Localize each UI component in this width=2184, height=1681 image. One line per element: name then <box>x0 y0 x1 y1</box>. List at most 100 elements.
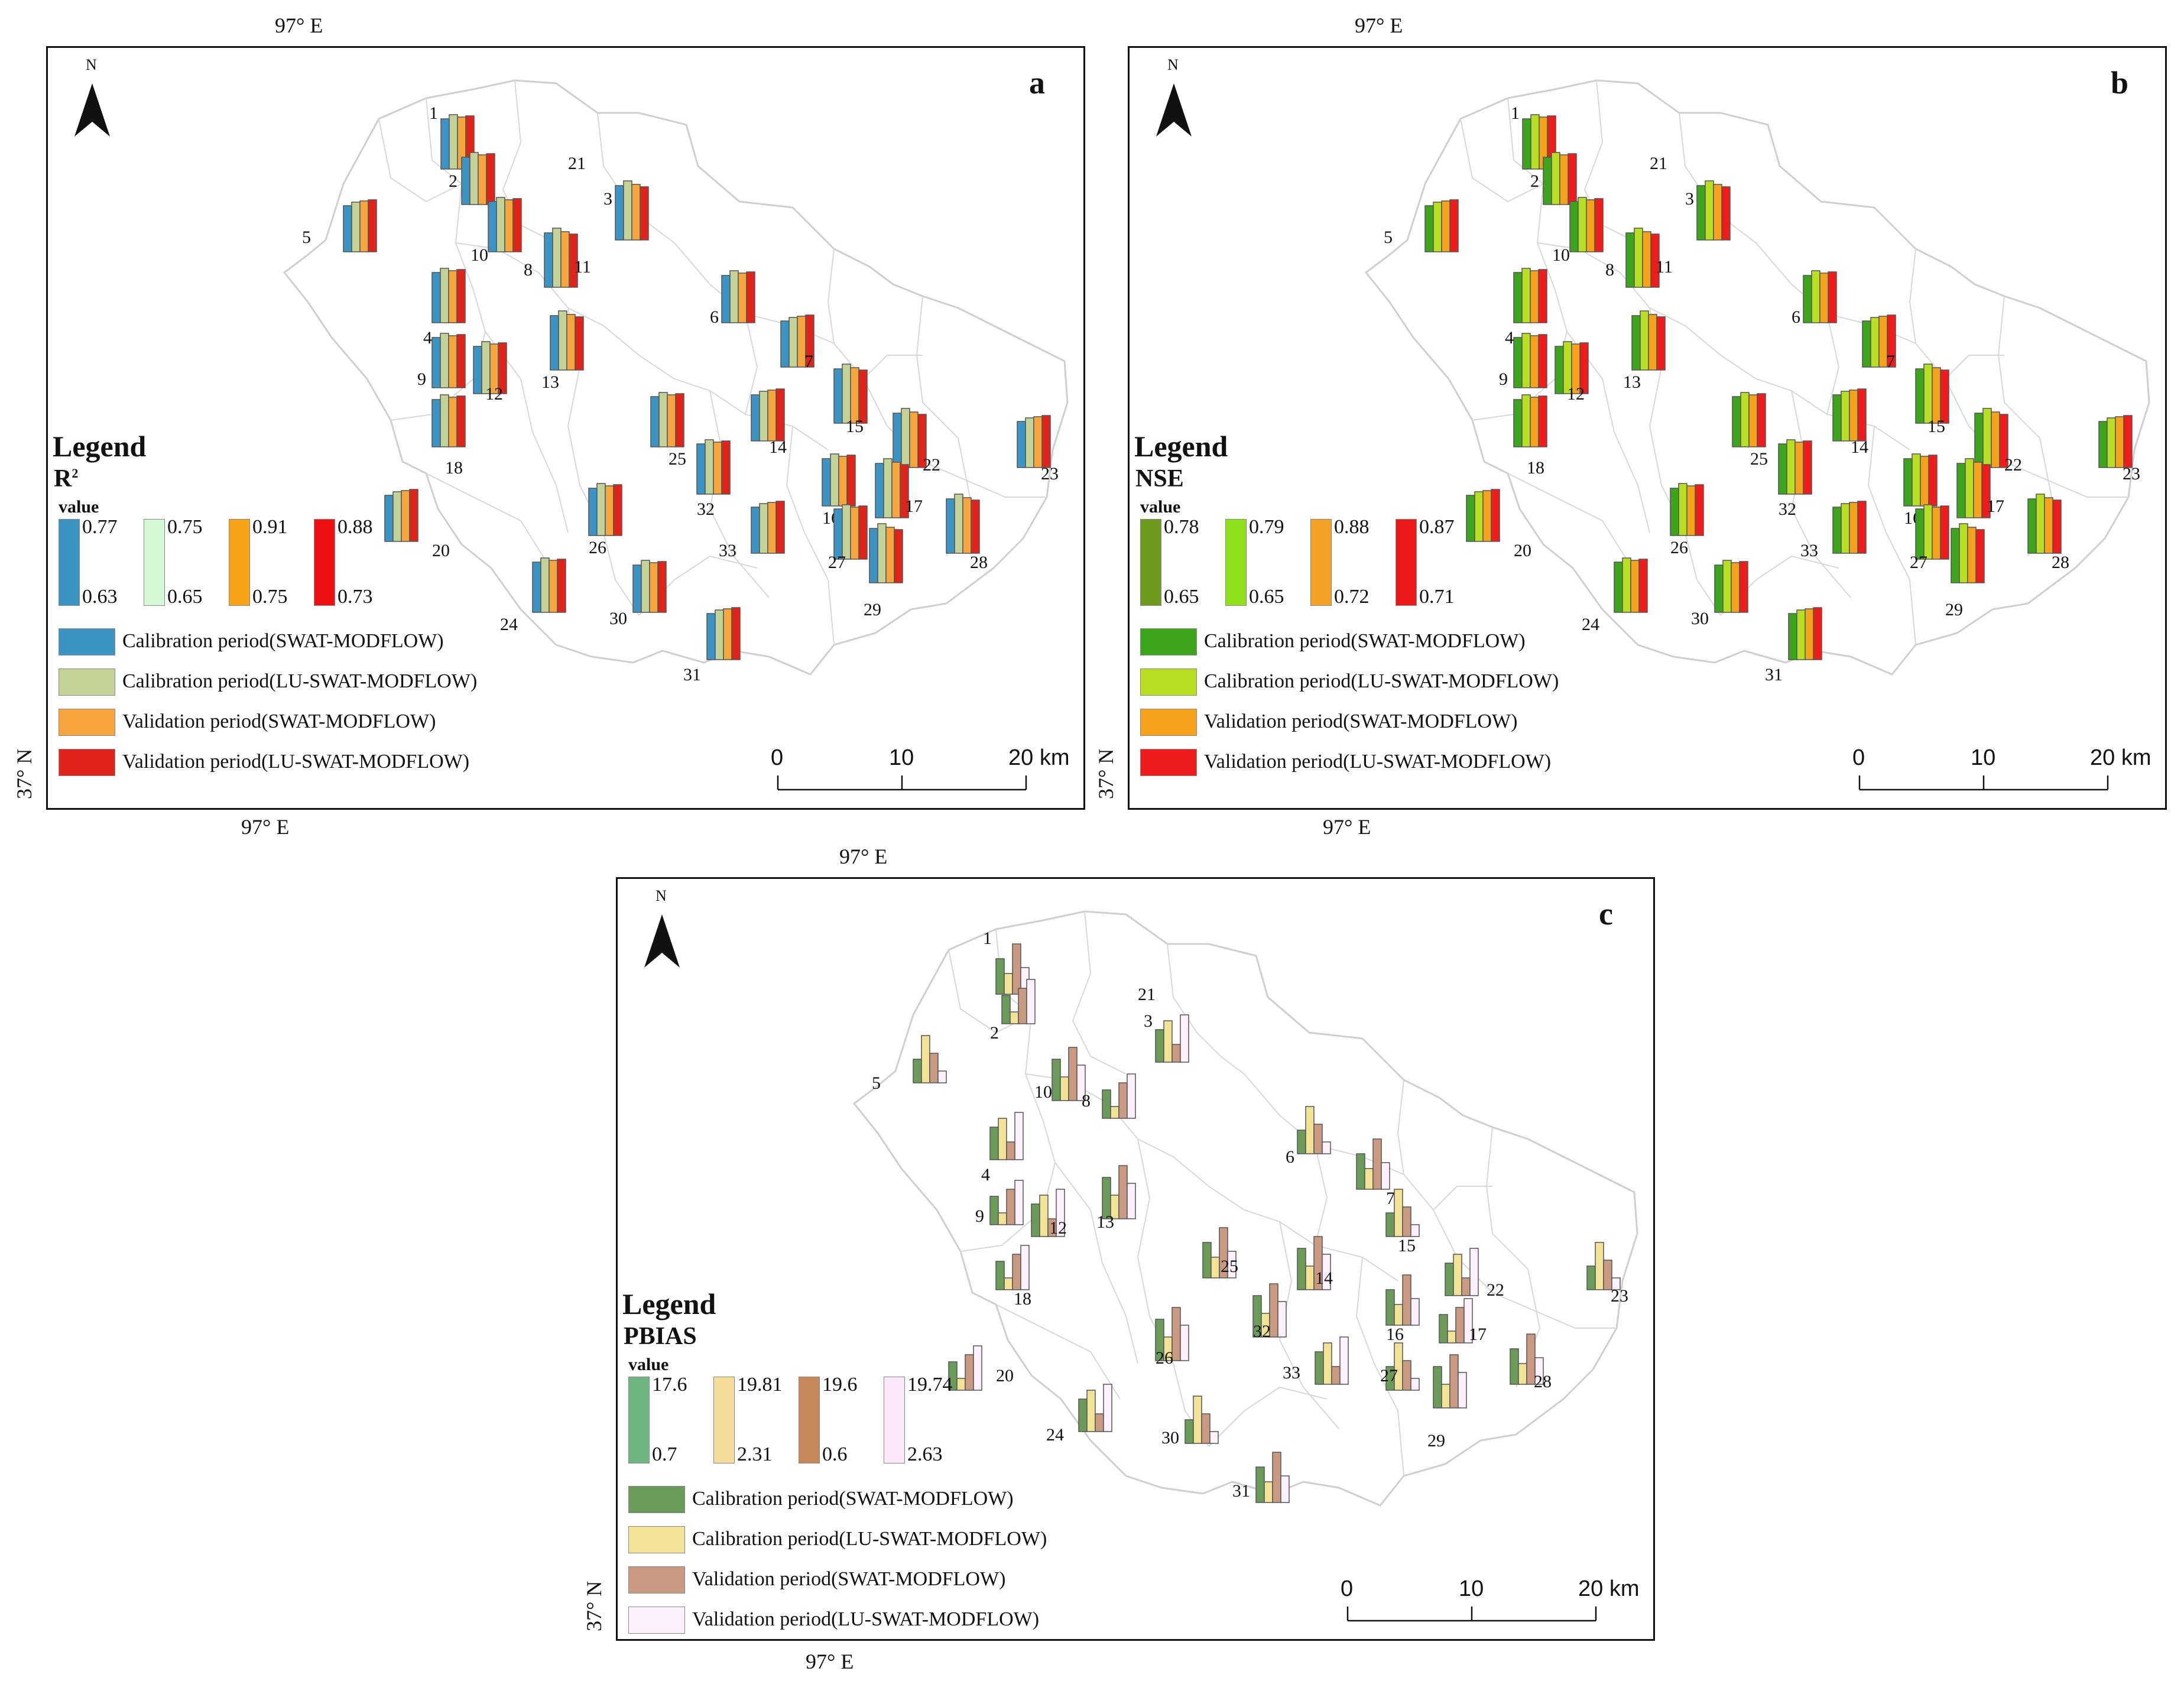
subbasin-bar-cluster-27 <box>833 504 868 560</box>
subbasin-3-bar-1 <box>1155 1029 1164 1063</box>
subbasin-6-bar-4 <box>1322 1141 1331 1154</box>
subbasin-bar-cluster-18 <box>995 1245 1030 1290</box>
subbasin-20-bar-4 <box>409 489 418 542</box>
subbasin-17-bar-1 <box>1956 463 1966 518</box>
subbasin-bar-cluster-14 <box>1297 1236 1331 1290</box>
subbasin-label: 1 <box>983 929 992 948</box>
subbasin-31-bar-4 <box>731 607 741 660</box>
legend-series-swatch-2 <box>1140 668 1197 696</box>
subbasin-18-bar-3 <box>448 397 457 447</box>
subbasin-5-bar-1 <box>913 1059 922 1083</box>
subbasin-2-bar-3 <box>478 154 487 205</box>
subbasin-label: 28 <box>1534 1372 1552 1391</box>
scale-bar-label-end: 20 km <box>1578 1576 1640 1601</box>
subbasin-bar-cluster-3 <box>1696 180 1731 241</box>
subbasin-3-bar-4 <box>1180 1014 1189 1063</box>
subbasin-label: 31 <box>1765 665 1783 684</box>
subbasin-29-bar-2 <box>1441 1384 1450 1409</box>
subbasin-28-bar-2 <box>2036 494 2045 554</box>
subbasin-28-bar-2 <box>1518 1363 1527 1385</box>
subbasin-bar-cluster-7 <box>780 314 814 368</box>
subbasin-6-bar-2 <box>729 270 739 323</box>
legend-series-label: Calibration period(LU-SWAT-MODFLOW) <box>692 1528 1047 1550</box>
subbasin-24-bar-3 <box>1095 1413 1104 1432</box>
legend-series-swatch-4 <box>628 1607 685 1634</box>
subbasin-boundary <box>1054 1162 1138 1364</box>
subbasin-27-bar-4 <box>1940 505 1949 560</box>
subbasin-label: 21 <box>1138 985 1156 1004</box>
panel-c-bottom-longitude: 97° E <box>806 1650 854 1673</box>
subbasin-label: 22 <box>2004 455 2022 475</box>
scale-bar-label-mid: 10 <box>1971 745 1996 770</box>
subbasin-28-bar-4 <box>971 499 980 554</box>
legend-series-swatch-3 <box>628 1566 685 1594</box>
subbasin-18-bar-3 <box>1012 1254 1021 1290</box>
subbasin-boundary <box>745 313 758 415</box>
subbasin-bar-cluster-8 <box>544 228 578 288</box>
subbasin-8-bar-1 <box>544 232 553 288</box>
legend-series-swatch-3 <box>1140 709 1197 736</box>
legend-ramp-min: 2.63 <box>907 1443 943 1465</box>
legend-series-label: Validation period(LU-SWAT-MODFLOW) <box>692 1608 1040 1630</box>
legend-series-swatch-4 <box>59 749 115 776</box>
legend-series-label: Calibration period(LU-SWAT-MODFLOW) <box>122 670 478 692</box>
subbasin-2-bar-3 <box>1559 154 1569 205</box>
subbasin-12-bar-4 <box>1056 1189 1065 1237</box>
legend-color-ramp-3 <box>1310 519 1332 606</box>
subbasin-15-bar-1 <box>1385 1212 1395 1237</box>
subbasin-15-bar-3 <box>1402 1206 1411 1237</box>
subbasin-label: 30 <box>1161 1428 1179 1448</box>
watershed-boundary <box>852 910 1638 1507</box>
subbasin-10-bar-4 <box>512 198 522 252</box>
subbasin-label: 13 <box>1096 1212 1114 1232</box>
subbasin-label: 24 <box>1046 1425 1064 1445</box>
legend-series-swatch-1 <box>59 628 115 655</box>
subbasin-7-bar-3 <box>1372 1138 1382 1190</box>
subbasin-bar-cluster-4 <box>989 1112 1024 1160</box>
subbasin-label: 21 <box>568 154 586 173</box>
subbasin-14-bar-1 <box>1297 1248 1306 1290</box>
subbasin-label: 25 <box>668 449 686 469</box>
subbasin-bar-cluster-31 <box>1788 607 1822 660</box>
subbasin-4-bar-2 <box>440 268 449 323</box>
subbasin-24-bar-3 <box>1630 560 1640 613</box>
subbasin-17-bar-2 <box>883 458 893 518</box>
subbasin-10-bar-2 <box>1060 1076 1069 1101</box>
subbasin-label: 30 <box>1691 609 1709 628</box>
subbasin-label: 20 <box>996 1366 1014 1385</box>
legend-ramp-min: 0.75 <box>252 586 288 608</box>
subbasin-boundary <box>916 296 959 439</box>
subbasin-27-bar-3 <box>850 507 859 560</box>
subbasin-32-bar-1 <box>696 443 706 495</box>
subbasin-31-bar-2 <box>1264 1481 1273 1503</box>
legend-ramp-max: 0.88 <box>1334 516 1370 538</box>
subbasin-5-bar-2 <box>1433 202 1442 252</box>
scale-bar-label-start: 0 <box>1852 745 1865 770</box>
subbasin-bar-cluster-6 <box>721 270 755 323</box>
legend-metric: PBIAS <box>624 1322 697 1351</box>
subbasin-33-bar-3 <box>1331 1366 1341 1385</box>
legend-metric-name: NSE <box>1135 465 1184 492</box>
subbasin-4-bar-2 <box>1521 268 1531 323</box>
subbasin-29-bar-3 <box>1967 527 1977 583</box>
subbasin-bar-cluster-15 <box>1915 364 1949 424</box>
legend-value-label: value <box>1140 497 1181 517</box>
subbasin-bar-cluster-2 <box>1001 979 1036 1024</box>
subbasin-boundary <box>1566 331 1650 533</box>
legend-color-ramp-4 <box>1396 519 1417 606</box>
subbasin-23-bar-1 <box>2098 421 2108 468</box>
subbasin-17-bar-1 <box>1439 1314 1448 1343</box>
subbasin-boundary <box>1826 313 1840 415</box>
subbasin-bar-cluster-13 <box>1631 310 1666 371</box>
subbasin-20-bar-1 <box>384 495 394 542</box>
subbasin-label: 12 <box>485 384 503 404</box>
subbasin-24-bar-2 <box>540 557 550 613</box>
legend-series-label: Validation period(LU-SWAT-MODFLOW) <box>1204 751 1552 773</box>
north-arrow-icon <box>1156 83 1192 137</box>
subbasin-5-bar-3 <box>929 1053 939 1083</box>
legend-ramp-min: 0.71 <box>1419 586 1455 608</box>
subbasin-1-bar-2 <box>1530 114 1540 170</box>
subbasin-9-bar-2 <box>998 1212 1007 1225</box>
subbasin-22-bar-4 <box>1999 414 2008 468</box>
subbasin-label: 11 <box>574 257 591 277</box>
